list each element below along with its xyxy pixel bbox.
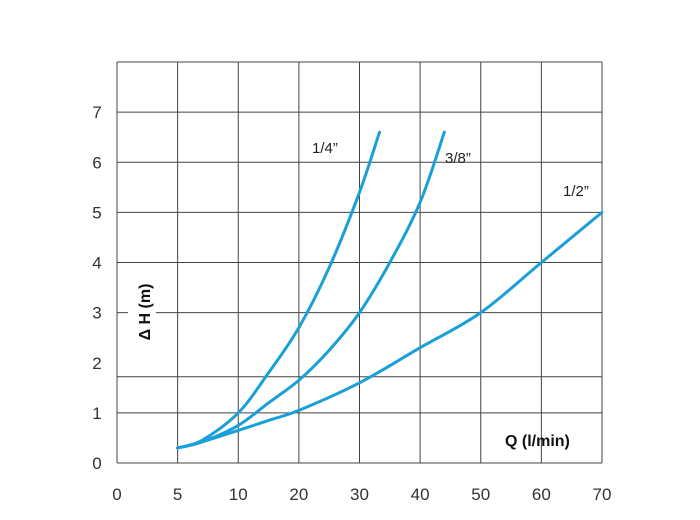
x-tick-label: 60 (532, 485, 551, 504)
series-label-1-4: 1/4” (312, 140, 338, 157)
x-tick-label: 5 (173, 485, 182, 504)
x-tick-label: 10 (229, 485, 248, 504)
y-axis-title: Δ H (m) (137, 284, 154, 341)
series-label-1-2: 1/2” (563, 183, 589, 200)
y-tick-label: 0 (92, 454, 101, 473)
y-tick-label: 2 (92, 354, 101, 373)
x-tick-label: 70 (593, 485, 612, 504)
x-tick-label: 20 (289, 485, 308, 504)
ylabel-mask (128, 268, 156, 354)
tick-labels: 0 5 10 20 30 40 50 60 70 0 1 2 3 4 5 6 7 (92, 103, 611, 504)
series-line-12 (176, 210, 604, 450)
curves (176, 130, 604, 450)
y-tick-label: 7 (92, 103, 101, 122)
series-line-38 (176, 130, 446, 450)
y-tick-label: 4 (92, 254, 101, 273)
x-tick-label: 50 (471, 485, 490, 504)
x-axis-title: Q (l/min) (505, 433, 570, 450)
y-tick-label: 1 (92, 404, 101, 423)
y-tick-label: 6 (92, 153, 101, 172)
x-tick-label: 40 (411, 485, 430, 504)
y-tick-label: 5 (92, 203, 101, 222)
series-label-3-8: 3/8” (445, 150, 471, 167)
x-tick-label: 30 (350, 485, 369, 504)
grid (116, 61, 603, 464)
x-tick-label: 0 (112, 485, 121, 504)
y-tick-label: 3 (92, 304, 101, 323)
series-line-14 (176, 130, 382, 450)
